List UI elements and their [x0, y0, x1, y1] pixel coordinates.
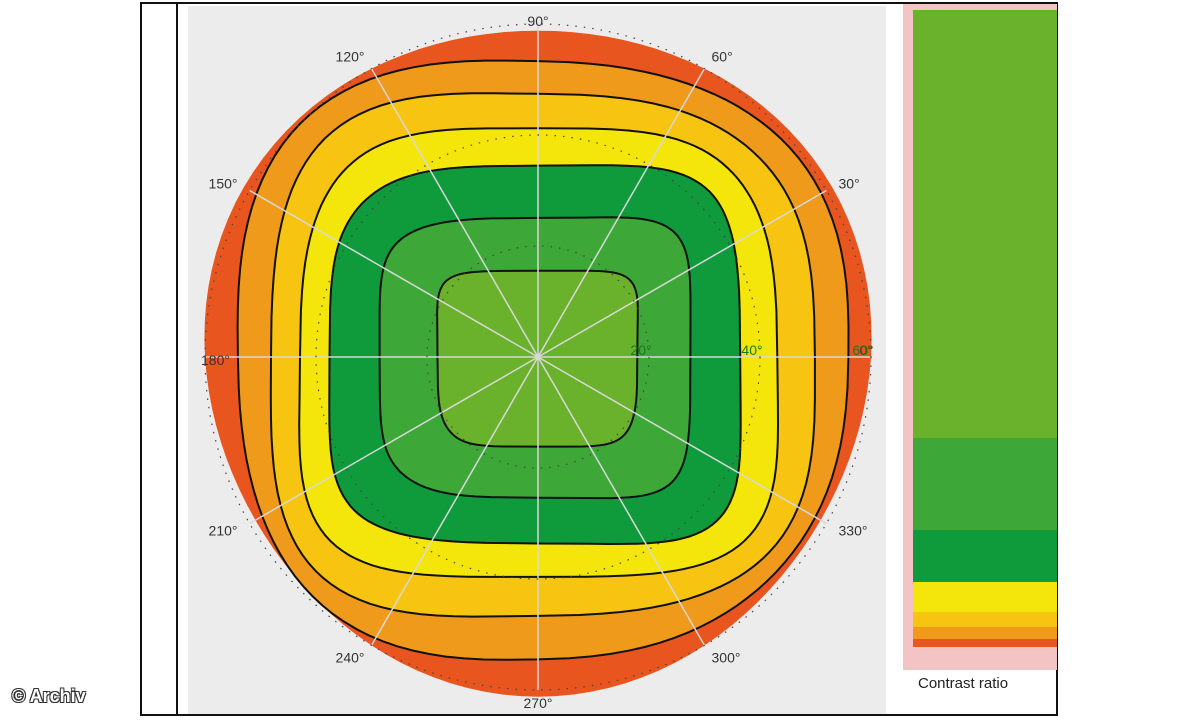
spoke-210	[249, 356, 539, 525]
angle-label-30: 30°	[839, 176, 860, 192]
colorbar-label: Contrast ratio	[918, 675, 1009, 692]
angle-label-150: 150°	[209, 176, 238, 192]
frame-divider	[176, 4, 178, 716]
spoke-330	[537, 356, 827, 525]
colorbar-segment-1	[913, 438, 1057, 530]
angle-label-90: 90°	[527, 13, 548, 29]
colorbar-segment-4	[913, 611, 1057, 628]
spoke-240	[370, 356, 539, 646]
spoke-30	[537, 189, 827, 358]
radius-label-60: 60°	[852, 342, 873, 358]
colorbar-scale	[913, 10, 1057, 664]
angle-labels: 0° 30° 60° 90° 120° 150° 180° 210° 240° 270° 300° 3…	[201, 13, 874, 711]
radius-circle-40	[315, 134, 761, 580]
colorbar-segment-2	[913, 529, 1057, 583]
angle-label-270: 270°	[524, 695, 553, 711]
angle-label-210: 210°	[209, 523, 238, 539]
spoke-120	[370, 68, 539, 358]
radius-label-40: 40°	[741, 342, 762, 358]
angle-label-0: 0°	[860, 342, 873, 358]
spoke-300	[537, 356, 706, 646]
colorbar-segment-5	[913, 627, 1057, 640]
radius-circle-20	[426, 245, 650, 469]
angle-label-180: 180°	[201, 352, 230, 368]
colorbar-segment-6	[913, 639, 1057, 647]
angle-label-300: 300°	[712, 650, 741, 666]
angle-label-330: 330°	[839, 523, 868, 539]
spoke-60	[537, 68, 706, 358]
copyright-watermark: © Archiv	[12, 686, 86, 706]
angle-label-240: 240°	[336, 650, 365, 666]
spoke-150	[249, 189, 539, 358]
colorbar-segment-0	[913, 10, 1057, 439]
angle-label-120: 120°	[336, 49, 365, 65]
radius-circle-60	[204, 23, 872, 691]
colorbar	[903, 4, 1057, 670]
colorbar-segment-3	[913, 582, 1057, 612]
angle-label-60: 60°	[712, 49, 733, 65]
polar-grid	[204, 23, 872, 691]
radius-label-20: 20°	[630, 342, 651, 358]
